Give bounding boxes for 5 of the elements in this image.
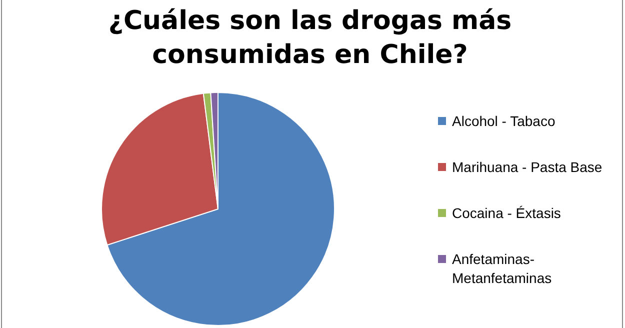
legend-label: Alcohol - Tabaco — [452, 112, 556, 131]
legend-label: Cocaina - Éxtasis — [452, 204, 561, 223]
legend-label: Anfetaminas-Metanfetaminas — [452, 250, 553, 288]
legend-label: Marihuana - Pasta Base — [452, 158, 602, 177]
chart-title: ¿Cuáles son las drogas más consumidas en Chile? — [107, 5, 513, 72]
